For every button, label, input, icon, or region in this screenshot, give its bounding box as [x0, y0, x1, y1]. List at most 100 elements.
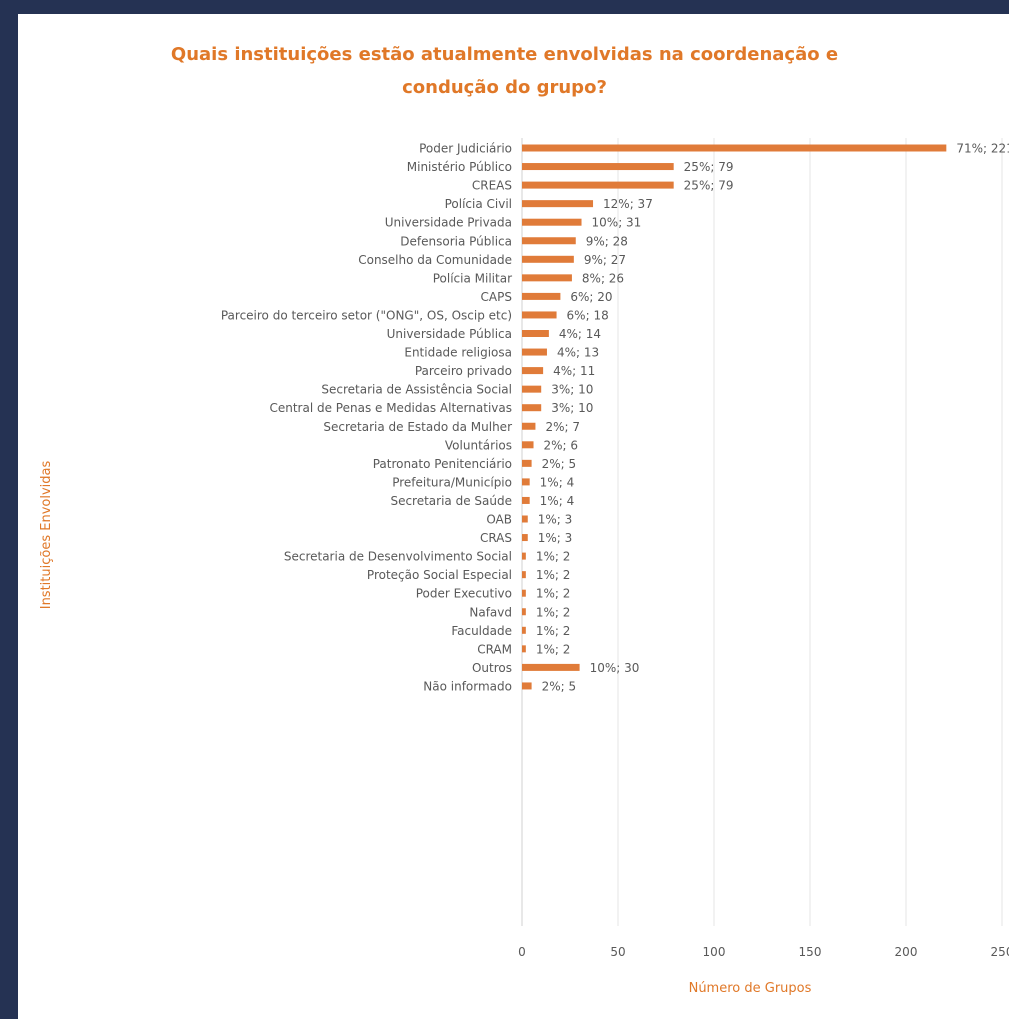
data-label: 4%; 14	[559, 327, 601, 341]
bar	[522, 645, 526, 653]
y-axis-title: Instituições Envolvidas	[39, 461, 54, 610]
category-label: Outros	[472, 661, 512, 675]
data-label: 2%; 5	[542, 679, 577, 693]
x-tick-label: 150	[799, 945, 822, 959]
data-label: 1%; 2	[536, 587, 571, 601]
bar	[522, 589, 526, 597]
data-label: 1%; 2	[536, 605, 571, 619]
bar	[522, 552, 526, 560]
category-label: Não informado	[423, 679, 512, 693]
bar	[522, 385, 542, 393]
category-label: Prefeitura/Município	[392, 475, 512, 489]
data-label: 1%; 2	[536, 642, 571, 656]
data-label: 12%; 37	[603, 197, 653, 211]
data-label: 8%; 26	[582, 271, 624, 285]
data-label: 2%; 7	[545, 420, 580, 434]
data-label: 1%; 3	[538, 531, 573, 545]
category-label: Secretaria de Desenvolvimento Social	[284, 550, 512, 564]
bar	[522, 218, 582, 226]
data-label: 1%; 3	[538, 513, 573, 527]
category-label: Ministério Público	[407, 160, 512, 174]
category-label: Parceiro privado	[415, 364, 512, 378]
bar	[522, 144, 947, 152]
x-tick-label: 100	[703, 945, 726, 959]
bar	[522, 292, 561, 300]
bar	[522, 682, 532, 690]
category-label: OAB	[486, 513, 512, 527]
category-label: Polícia Militar	[433, 271, 512, 285]
bar	[522, 200, 594, 208]
data-label: 4%; 11	[553, 364, 595, 378]
bar	[522, 571, 526, 579]
data-label: 3%; 10	[551, 383, 593, 397]
bar	[522, 534, 528, 542]
data-label: 71%; 221	[956, 142, 1009, 156]
data-label: 1%; 2	[536, 568, 571, 582]
category-label: Poder Judiciário	[419, 142, 512, 156]
data-label: 10%; 31	[592, 216, 642, 230]
bar	[522, 274, 572, 282]
data-label: 10%; 30	[590, 661, 640, 675]
category-label: Secretaria de Saúde	[390, 494, 512, 508]
data-label: 1%; 2	[536, 624, 571, 638]
bar	[522, 348, 547, 356]
category-label: CREAS	[472, 179, 512, 193]
bar	[522, 459, 532, 467]
category-label: Conselho da Comunidade	[358, 253, 512, 267]
bar	[522, 330, 549, 337]
bar	[522, 367, 544, 375]
bar	[522, 663, 580, 671]
data-label: 2%; 5	[542, 457, 577, 471]
category-label: Defensoria Pública	[400, 234, 512, 248]
bar	[522, 608, 526, 616]
x-tick-label: 200	[895, 945, 918, 959]
data-label: 25%; 79	[684, 160, 734, 174]
bar	[522, 311, 557, 319]
x-tick-label: 0	[518, 945, 526, 959]
category-label: CAPS	[481, 290, 512, 304]
bar	[522, 478, 530, 486]
data-label: 6%; 18	[567, 308, 609, 322]
category-label: Poder Executivo	[416, 587, 512, 601]
category-label: CRAS	[480, 531, 512, 545]
category-label: Secretaria de Estado da Mulher	[323, 420, 512, 434]
x-axis-title: Número de Grupos	[689, 981, 812, 996]
data-label: 1%; 4	[540, 475, 575, 489]
data-label: 25%; 79	[684, 179, 734, 193]
bar	[522, 181, 674, 189]
chart-frame	[18, 14, 1009, 1019]
data-label: 9%; 27	[584, 253, 626, 267]
category-label: Parceiro do terceiro setor ("ONG", OS, O…	[221, 308, 512, 322]
bar	[522, 237, 576, 245]
x-tick-label: 50	[610, 945, 625, 959]
data-label: 1%; 2	[536, 550, 571, 564]
category-label: Voluntários	[445, 438, 512, 452]
bar	[522, 163, 674, 171]
x-tick-label: 250	[991, 945, 1009, 959]
data-label: 4%; 13	[557, 346, 599, 360]
bar	[522, 496, 530, 504]
bar	[522, 404, 542, 412]
category-label: Entidade religiosa	[404, 346, 512, 360]
data-label: 3%; 10	[551, 401, 593, 415]
bar	[522, 441, 534, 449]
category-label: Universidade Privada	[385, 216, 512, 230]
data-label: 9%; 28	[586, 234, 628, 248]
category-label: Patronato Penitenciário	[373, 457, 512, 471]
chart-title: Quais instituições estão atualmente envo…	[170, 44, 839, 98]
category-label: Faculdade	[451, 624, 512, 638]
category-label: Central de Penas e Medidas Alternativas	[269, 401, 512, 415]
category-label: Nafavd	[469, 605, 512, 619]
bar	[522, 626, 526, 634]
bar	[522, 515, 528, 523]
bar	[522, 422, 536, 430]
data-label: 2%; 6	[544, 438, 579, 452]
category-label: CRAM	[477, 642, 512, 656]
category-label: Universidade Pública	[387, 327, 512, 341]
data-label: 6%; 20	[570, 290, 612, 304]
data-label: 1%; 4	[540, 494, 575, 508]
category-label: Polícia Civil	[445, 197, 512, 211]
category-label: Secretaria de Assistência Social	[321, 383, 512, 397]
bar	[522, 255, 574, 263]
